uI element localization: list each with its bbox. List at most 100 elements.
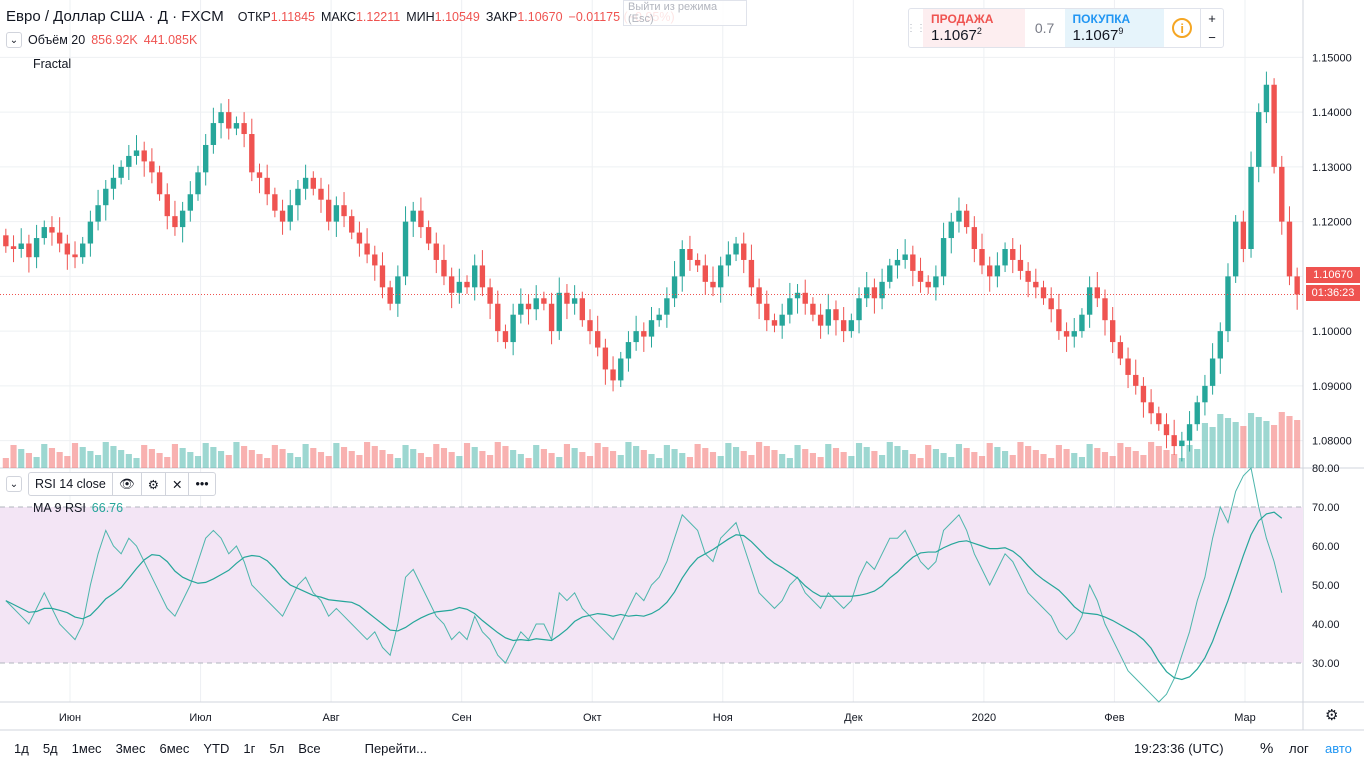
candle — [249, 134, 255, 173]
volume-bar — [1071, 453, 1078, 468]
volume-bar — [1009, 455, 1016, 468]
volume-bar — [717, 456, 724, 468]
candle — [210, 123, 217, 145]
volume-bar — [625, 442, 632, 468]
timeframe-7[interactable]: 5л — [269, 741, 285, 756]
volume-bar — [133, 458, 140, 468]
volume-bar — [364, 442, 371, 468]
volume-bar — [95, 455, 102, 468]
candle — [856, 298, 862, 321]
timeframe-4[interactable]: 6мес — [159, 741, 190, 756]
price-tick-label: 1.13000 — [1312, 162, 1352, 174]
symbol-title[interactable]: Евро / Доллар США · Д · FXCM — [6, 8, 224, 25]
candle — [226, 112, 232, 129]
rsi-label[interactable]: RSI 14 close — [35, 477, 106, 491]
volume-bar — [1263, 421, 1270, 468]
timeframe-5[interactable]: YTD — [203, 741, 230, 756]
volume-bar — [671, 449, 678, 468]
candle — [195, 172, 201, 195]
timeframe-2[interactable]: 1мес — [71, 741, 102, 756]
volume-bar — [702, 448, 709, 468]
candle — [595, 331, 601, 348]
candle — [840, 320, 847, 332]
close-icon[interactable]: ✕ — [164, 473, 188, 495]
volume-bar — [110, 446, 117, 468]
buy-button[interactable]: ПОКУПКА 1.10679 — [1064, 9, 1165, 47]
candle — [787, 298, 793, 315]
volume-bar — [1178, 458, 1185, 468]
volume-bar — [494, 442, 501, 468]
volume-bar — [794, 445, 801, 468]
volume-bar — [771, 450, 778, 468]
eye-icon[interactable]: 👁 — [111, 473, 141, 495]
candle — [333, 205, 340, 222]
timeframe-8[interactable]: Все — [298, 741, 321, 756]
candle — [341, 205, 347, 217]
volume-bar — [164, 457, 171, 468]
sell-button[interactable]: ПРОДАЖА 1.10672 — [923, 9, 1025, 47]
volume-bar — [340, 447, 348, 468]
chart-settings-gear-icon[interactable]: ⚙ — [1325, 707, 1339, 724]
candle — [1294, 276, 1300, 295]
candle — [933, 276, 939, 288]
volume-bar — [271, 445, 278, 468]
timeframe-6[interactable]: 1г — [243, 741, 256, 756]
volume-bar — [1148, 442, 1155, 468]
price-tick-label: 1.15000 — [1312, 52, 1352, 64]
volume-bar — [1001, 451, 1009, 468]
candle — [287, 205, 293, 222]
log-toggle[interactable]: лог — [1289, 741, 1309, 756]
candle — [833, 309, 839, 321]
candle — [771, 320, 778, 326]
candle — [910, 254, 916, 271]
gear-icon[interactable]: ⚙ — [140, 473, 165, 495]
exit-mode-tooltip[interactable]: Выйти из режима (Esc) — [623, 0, 747, 26]
candle — [56, 232, 63, 244]
price-tick-label: 1.08000 — [1312, 436, 1352, 448]
candle — [948, 221, 954, 239]
volume-bar — [1078, 457, 1086, 468]
candle — [1079, 314, 1085, 332]
timeframe-1[interactable]: 5д — [42, 741, 58, 756]
candle — [64, 243, 71, 255]
volume-bar — [902, 450, 909, 468]
timeframe-0[interactable]: 1д — [14, 741, 29, 756]
candle — [579, 298, 586, 321]
volume-bar — [1132, 451, 1139, 468]
drag-handle-icon[interactable]: ⋮⋮ — [906, 22, 926, 34]
candle — [464, 281, 470, 288]
fractal-label: Fractal — [33, 57, 72, 71]
volume-bar — [1017, 442, 1024, 468]
volume-bar — [64, 456, 71, 468]
rsi-collapse-chevron-icon[interactable]: ⌄ — [6, 476, 22, 492]
volume-bar — [402, 445, 409, 468]
volume-bar — [1271, 425, 1278, 468]
minus-button[interactable]: − — [1208, 30, 1216, 45]
volume-bar — [1255, 417, 1262, 468]
goto-button[interactable]: Перейти... — [364, 741, 427, 756]
open-label: ОТКР — [237, 9, 271, 24]
volume-bar — [102, 442, 109, 468]
volume-bar — [241, 446, 248, 468]
volume-bar — [609, 451, 617, 468]
timeframe-3[interactable]: 3мес — [115, 741, 146, 756]
candle — [1017, 259, 1024, 271]
volume-bar — [1247, 413, 1255, 468]
candle — [917, 270, 924, 282]
volume-bar — [948, 457, 955, 468]
candle — [302, 177, 309, 189]
rsi-tick-label: 80.00 — [1312, 463, 1340, 475]
volume-bar — [586, 456, 594, 468]
auto-toggle[interactable]: авто — [1325, 741, 1352, 756]
plus-button[interactable]: + — [1208, 11, 1216, 26]
candle — [1209, 358, 1216, 386]
percent-toggle[interactable]: % — [1260, 740, 1274, 757]
candle — [1025, 270, 1031, 282]
collapse-chevron-icon[interactable]: ⌄ — [6, 32, 22, 48]
more-icon[interactable]: ••• — [188, 473, 214, 495]
candle — [633, 331, 639, 343]
info-icon[interactable]: i — [1172, 18, 1193, 38]
candle — [518, 303, 524, 315]
candle — [233, 123, 240, 129]
